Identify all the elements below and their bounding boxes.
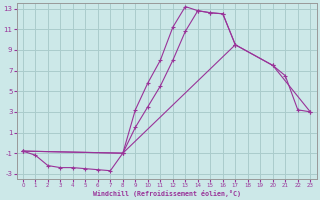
X-axis label: Windchill (Refroidissement éolien,°C): Windchill (Refroidissement éolien,°C) bbox=[92, 190, 241, 197]
